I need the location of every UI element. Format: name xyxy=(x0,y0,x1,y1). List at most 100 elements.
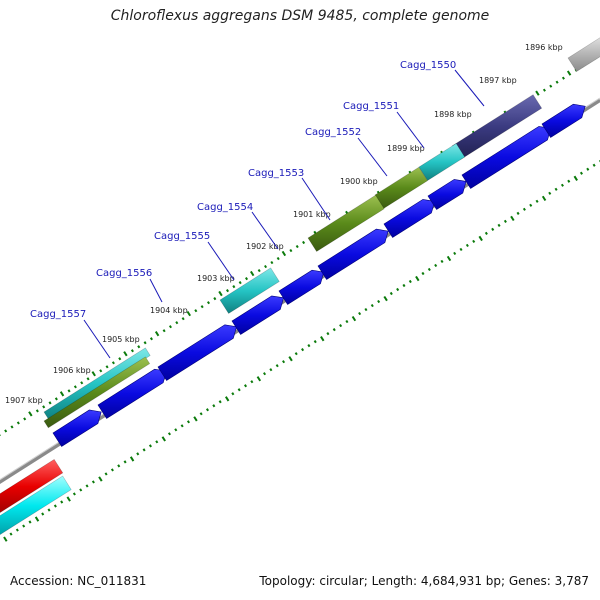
inner-tick xyxy=(155,440,159,444)
outer-tick xyxy=(123,351,128,357)
inner-tick xyxy=(53,504,57,508)
inner-tick xyxy=(237,388,241,392)
inner-tick xyxy=(364,307,368,312)
outer-tick xyxy=(67,389,71,393)
gene-label[interactable]: Cagg_1550 xyxy=(400,60,456,71)
inner-tick xyxy=(244,384,248,388)
outer-tick xyxy=(35,409,39,413)
outer-tick xyxy=(73,385,77,389)
inner-tick xyxy=(294,352,298,356)
outer-tick xyxy=(99,369,103,373)
inner-tick xyxy=(326,332,330,336)
outer-tick xyxy=(59,391,65,397)
inner-tick xyxy=(180,424,184,428)
inner-tick xyxy=(522,207,526,211)
gene-leader-line xyxy=(301,177,331,221)
inner-tick xyxy=(136,452,140,456)
gene-label[interactable]: Cagg_1554 xyxy=(197,202,253,213)
outer-tick xyxy=(535,90,540,96)
inner-tick xyxy=(345,319,349,324)
gene-leader-line xyxy=(251,211,279,250)
outer-tick xyxy=(80,381,84,385)
outer-tick xyxy=(549,84,553,88)
outer-tick xyxy=(200,305,204,309)
feature-cagg-1555 xyxy=(219,267,280,314)
outer-tick xyxy=(143,341,147,345)
outer-tick xyxy=(225,289,230,293)
inner-tick xyxy=(117,464,121,468)
gene-leader-line xyxy=(357,137,388,177)
inner-tick xyxy=(370,303,374,308)
inner-tick xyxy=(516,211,520,215)
inner-tick xyxy=(218,400,222,404)
inner-tick xyxy=(497,223,501,227)
gene-leader-line xyxy=(454,69,485,107)
inner-tick xyxy=(434,263,438,268)
forward-cds-arrow xyxy=(383,199,436,238)
inner-tick xyxy=(573,175,578,181)
genome-summary-text: Topology: circular; Length: 4,684,931 bp… xyxy=(259,574,589,588)
inner-tick xyxy=(313,340,317,344)
outer-tick xyxy=(154,331,160,337)
map-title: Chloroflexus aggregans DSM 9485, complet… xyxy=(110,8,490,24)
forward-cds-arrow xyxy=(278,269,325,305)
inner-tick xyxy=(193,416,198,422)
outer-tick xyxy=(149,337,153,341)
forward-cds-track xyxy=(52,103,586,447)
inner-tick xyxy=(586,167,590,171)
kbp-label: 1899 kbp xyxy=(387,144,425,153)
inner-tick xyxy=(415,275,420,282)
inner-tick xyxy=(541,195,547,202)
outer-tick xyxy=(48,401,52,405)
outer-tick xyxy=(118,357,122,361)
inner-tick xyxy=(72,492,76,496)
inner-tick xyxy=(28,520,32,524)
gene-label[interactable]: Cagg_1553 xyxy=(248,168,304,179)
inner-tick xyxy=(41,512,45,516)
inner-tick xyxy=(453,251,457,256)
forward-cds-arrow xyxy=(52,409,102,447)
inner-tick xyxy=(123,460,127,464)
forward-cds-arrow xyxy=(231,295,284,335)
kbp-label: 1896 kbp xyxy=(525,43,563,52)
inner-tick xyxy=(339,324,343,328)
outer-tick xyxy=(54,397,58,401)
gene-label[interactable]: Cagg_1557 xyxy=(30,309,86,320)
inner-tick xyxy=(402,283,406,288)
outer-tick xyxy=(111,361,115,365)
inner-tick xyxy=(129,456,135,462)
inner-tick xyxy=(446,255,452,262)
inner-tick xyxy=(478,235,483,242)
outer-tick xyxy=(186,310,191,317)
inner-tick xyxy=(491,227,495,231)
outer-tick xyxy=(162,329,166,333)
inner-tick xyxy=(358,311,362,316)
outer-tick xyxy=(302,240,306,245)
forward-cds-arrow xyxy=(157,324,237,381)
outer-tick xyxy=(542,88,546,92)
outer-tick xyxy=(28,411,33,417)
outer-tick xyxy=(561,76,565,80)
gene-leader-line xyxy=(396,111,425,149)
inner-tick xyxy=(301,348,305,352)
inner-tick xyxy=(224,396,230,402)
gene-label[interactable]: Cagg_1551 xyxy=(343,101,399,112)
outer-tick xyxy=(181,317,185,321)
outer-tick xyxy=(130,349,134,353)
inner-tick xyxy=(510,215,515,222)
feature-cyan xyxy=(0,475,72,535)
inner-tick xyxy=(263,372,267,376)
feature-cagg-1551 xyxy=(418,143,466,181)
inner-tick xyxy=(320,336,325,342)
outer-tick xyxy=(281,250,287,257)
inner-tick xyxy=(554,187,558,191)
outer-tick xyxy=(105,365,109,369)
gene-label[interactable]: Cagg_1552 xyxy=(305,127,361,138)
gene-label[interactable]: Cagg_1556 xyxy=(96,268,152,279)
inner-tick xyxy=(389,291,393,296)
gene-label[interactable]: Cagg_1555 xyxy=(154,231,210,242)
inner-tick xyxy=(34,516,40,522)
accession-text: Accession: NC_011831 xyxy=(10,574,147,588)
inner-tick xyxy=(465,243,469,248)
inner-tick xyxy=(307,344,311,348)
